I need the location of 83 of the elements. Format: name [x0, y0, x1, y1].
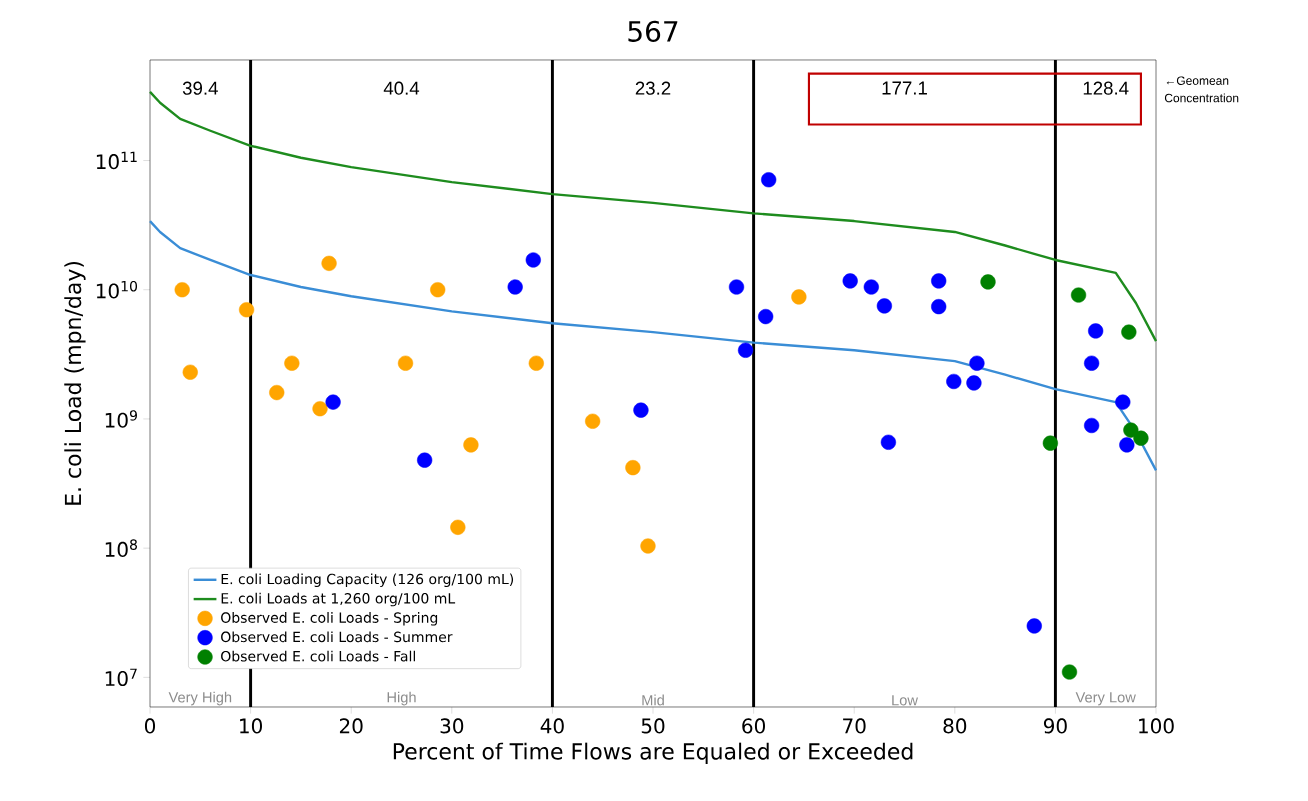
x-tick-label: 70 — [843, 718, 866, 734]
point — [397, 355, 414, 371]
point — [842, 273, 858, 289]
point — [312, 401, 328, 417]
point — [931, 273, 947, 289]
x-tick-label: 20 — [339, 718, 363, 734]
point — [1042, 435, 1058, 451]
point — [931, 299, 947, 315]
point — [507, 279, 523, 295]
point — [1061, 664, 1078, 680]
point — [737, 342, 754, 358]
chart-title: 567 — [628, 20, 678, 42]
x-tick-label: 10 — [240, 718, 262, 734]
y-tick-label: 10$^{7}$ — [105, 668, 137, 687]
point — [269, 384, 285, 401]
y-tick-label: 10$^{8}$ — [105, 539, 137, 557]
x-tick-label: 90 — [1043, 718, 1067, 734]
point — [321, 255, 337, 271]
point — [325, 394, 341, 410]
annotation: 23.2 — [635, 81, 671, 95]
text: ←Geomean Concentration — [1164, 76, 1239, 103]
line-series — [148, 219, 1158, 472]
x-tick-label: 80 — [943, 718, 967, 734]
annotation: Low — [892, 695, 918, 706]
x-tick-label: 100 — [1139, 718, 1174, 734]
y-tick-label: 10$^{11}$ — [96, 151, 137, 170]
point — [430, 282, 446, 298]
annotation: Very Low — [1075, 692, 1136, 706]
legend-label: Observed E. coli Loads - Spring — [221, 612, 438, 626]
point — [1115, 394, 1131, 410]
x-axis-title: Percent of Time Flows are Equaled or Exceeded — [393, 742, 913, 764]
y-axis-title: E. coli Load (mpn/day) — [64, 261, 86, 505]
point — [1119, 437, 1135, 453]
annotation: 177.1 — [882, 81, 927, 95]
x-tick-label: 50 — [641, 718, 665, 734]
point — [1070, 287, 1087, 303]
point — [633, 402, 649, 418]
point — [284, 355, 300, 371]
point — [182, 364, 198, 380]
point — [880, 434, 897, 450]
point — [525, 252, 541, 268]
point — [463, 437, 479, 453]
point — [528, 355, 544, 371]
annotation: 128.4 — [1083, 81, 1129, 95]
point — [640, 538, 656, 554]
point — [980, 274, 996, 290]
annotation: Very High — [168, 691, 232, 706]
point — [1121, 324, 1137, 340]
annotation: 39.4 — [182, 81, 218, 95]
x-tick-label: 40 — [540, 718, 564, 734]
legend-label: E. coli Loading Capacity (126 org/100 mL) — [221, 573, 514, 588]
point — [758, 308, 774, 325]
point — [174, 282, 190, 298]
point — [238, 302, 255, 318]
x-tick-label: 30 — [440, 718, 464, 734]
x-tick-label: 0 — [144, 718, 156, 734]
point — [791, 289, 807, 305]
legend-label: E. coli Loads at 1,260 org/100 mL — [221, 592, 456, 607]
point — [625, 460, 641, 476]
point — [876, 298, 892, 314]
point — [417, 452, 433, 468]
point — [761, 172, 777, 188]
annotation: Mid — [642, 694, 664, 706]
point — [450, 519, 466, 535]
legend-label: Observed E. coli Loads - Fall — [221, 650, 415, 662]
point — [1026, 618, 1042, 634]
point — [1084, 417, 1100, 434]
point — [585, 413, 601, 429]
point — [966, 375, 982, 391]
point — [969, 355, 985, 371]
annotation: High — [387, 691, 416, 706]
point — [728, 279, 745, 295]
point — [1088, 323, 1104, 339]
y-tick-label: 10$^{9}$ — [105, 410, 137, 428]
point — [1123, 422, 1139, 438]
x-tick-label: 60 — [742, 718, 765, 734]
point — [1084, 355, 1100, 371]
y-tick-label: 10$^{10}$ — [96, 280, 138, 299]
point — [863, 279, 879, 295]
point — [1133, 430, 1149, 446]
legend-label: Observed E. coli Loads - Summer — [221, 631, 453, 643]
annotation: 40.4 — [383, 81, 420, 95]
point — [946, 373, 962, 390]
